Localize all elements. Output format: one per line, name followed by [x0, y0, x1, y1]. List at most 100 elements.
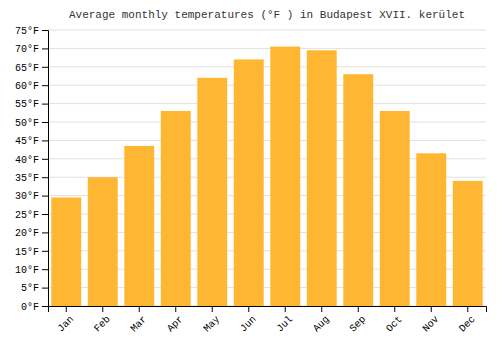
x-tick-label: Oct [384, 314, 405, 335]
x-tick-label: Jan [56, 314, 77, 335]
y-tick-mark [42, 214, 48, 215]
x-tick: Jul [275, 306, 296, 334]
x-tick-mark [467, 306, 468, 312]
bar [270, 47, 300, 306]
bar [343, 74, 373, 306]
x-tick-mark [212, 306, 213, 312]
x-axis-line [49, 307, 487, 313]
y-tick: 30°F [15, 191, 48, 202]
bar [234, 59, 264, 306]
bars [51, 47, 482, 306]
y-tick: 45°F [15, 136, 48, 147]
y-tick: 50°F [15, 118, 48, 129]
grid-line [48, 30, 486, 31]
y-tick-mark [42, 122, 48, 123]
plot: 0°F 5°F 10°F 15°F 20°F 25°F 30°F 35°F 40°F 45°F 50… [15, 26, 487, 335]
bar [307, 50, 337, 306]
y-axis: 0°F 5°F 10°F 15°F 20°F 25°F 30°F 35°F 40°F 45°F 50… [15, 26, 49, 313]
bar [380, 111, 410, 306]
y-tick-label: 75°F [15, 26, 39, 37]
y-tick-label: 0°F [21, 302, 39, 313]
y-tick-label: 45°F [15, 136, 39, 147]
title: Average monthly temperatures (°F ) in Bu… [69, 9, 465, 21]
x-tick-label: Nov [421, 314, 442, 335]
y-tick: 40°F [15, 155, 48, 166]
x-tick-mark [321, 306, 322, 312]
y-tick-label: 50°F [15, 118, 39, 129]
y-tick-label: 55°F [15, 99, 39, 110]
x-tick-label: Feb [92, 314, 113, 335]
y-tick-label: 15°F [15, 247, 39, 258]
x-tick-mark [358, 306, 359, 312]
x-tick-mark [175, 306, 176, 312]
x-tick: Feb [92, 306, 113, 334]
bar [88, 177, 118, 306]
grid-line [48, 140, 486, 141]
y-tick-mark [42, 140, 48, 141]
y-tick: 70°F [15, 44, 48, 55]
y-tick-mark [42, 67, 48, 68]
grid-line [48, 85, 486, 86]
y-tick-mark [42, 48, 48, 49]
bar [416, 153, 446, 306]
x-tick: Jan [56, 306, 77, 334]
y-tick-mark [42, 232, 48, 233]
x-tick-label: Jul [275, 314, 296, 335]
x-tick: Sep [348, 306, 369, 334]
y-axis-line [42, 31, 49, 307]
bar [197, 78, 227, 306]
x-tick-label: Dec [457, 314, 478, 335]
y-tick-label: 25°F [15, 210, 39, 221]
y-tick-mark [42, 177, 48, 178]
x-tick-mark [66, 306, 67, 312]
y-tick-label: 70°F [15, 44, 39, 55]
y-tick-mark [42, 30, 48, 31]
chart: 0°F 5°F 10°F 15°F 20°F 25°F 30°F 35°F 40°F 45°F 50… [0, 0, 500, 350]
x-tick-mark [431, 306, 432, 312]
grid-line [48, 122, 486, 123]
x-axis: Jan Feb Mar Apr May Jun Jul Aug Sep Oct Nov Dec [49, 306, 487, 334]
bar [124, 146, 154, 306]
y-tick-mark [42, 251, 48, 252]
y-tick: 55°F [15, 99, 48, 110]
x-tick-mark [394, 306, 395, 312]
y-tick-mark [42, 196, 48, 197]
x-tick: May [202, 306, 223, 334]
y-tick: 0°F [21, 302, 48, 313]
y-tick-label: 65°F [15, 63, 39, 74]
y-tick: 35°F [15, 173, 48, 184]
y-tick: 75°F [15, 26, 48, 37]
x-tick-label: Aug [311, 314, 332, 335]
x-tick-mark [248, 306, 249, 312]
x-tick-mark [102, 306, 103, 312]
x-tick-label: Sep [348, 314, 369, 335]
x-tick: Jun [238, 306, 259, 334]
x-tick-label: May [202, 314, 223, 335]
y-tick-mark [42, 288, 48, 289]
grid-line [48, 66, 486, 67]
y-tick-label: 20°F [15, 228, 39, 239]
grid-line [48, 48, 486, 49]
y-tick-mark [42, 306, 48, 307]
y-tick-mark [42, 159, 48, 160]
x-tick-mark [139, 306, 140, 312]
x-tick: Nov [421, 306, 442, 334]
x-tick-label: Apr [165, 314, 186, 335]
y-tick-label: 30°F [15, 191, 39, 202]
y-tick: 5°F [21, 283, 48, 294]
y-tick-label: 5°F [21, 283, 39, 294]
y-tick: 65°F [15, 63, 48, 74]
x-tick: Mar [129, 306, 150, 334]
y-tick: 10°F [15, 265, 48, 276]
y-tick-label: 60°F [15, 81, 39, 92]
grid-line [48, 103, 486, 104]
x-tick: Apr [165, 306, 186, 334]
y-tick: 20°F [15, 228, 48, 239]
y-tick-mark [42, 104, 48, 105]
y-tick-mark [42, 269, 48, 270]
bar [453, 181, 483, 306]
y-tick: 25°F [15, 210, 48, 221]
y-tick-label: 35°F [15, 173, 39, 184]
x-tick-mark [285, 306, 286, 312]
grid [48, 30, 486, 306]
